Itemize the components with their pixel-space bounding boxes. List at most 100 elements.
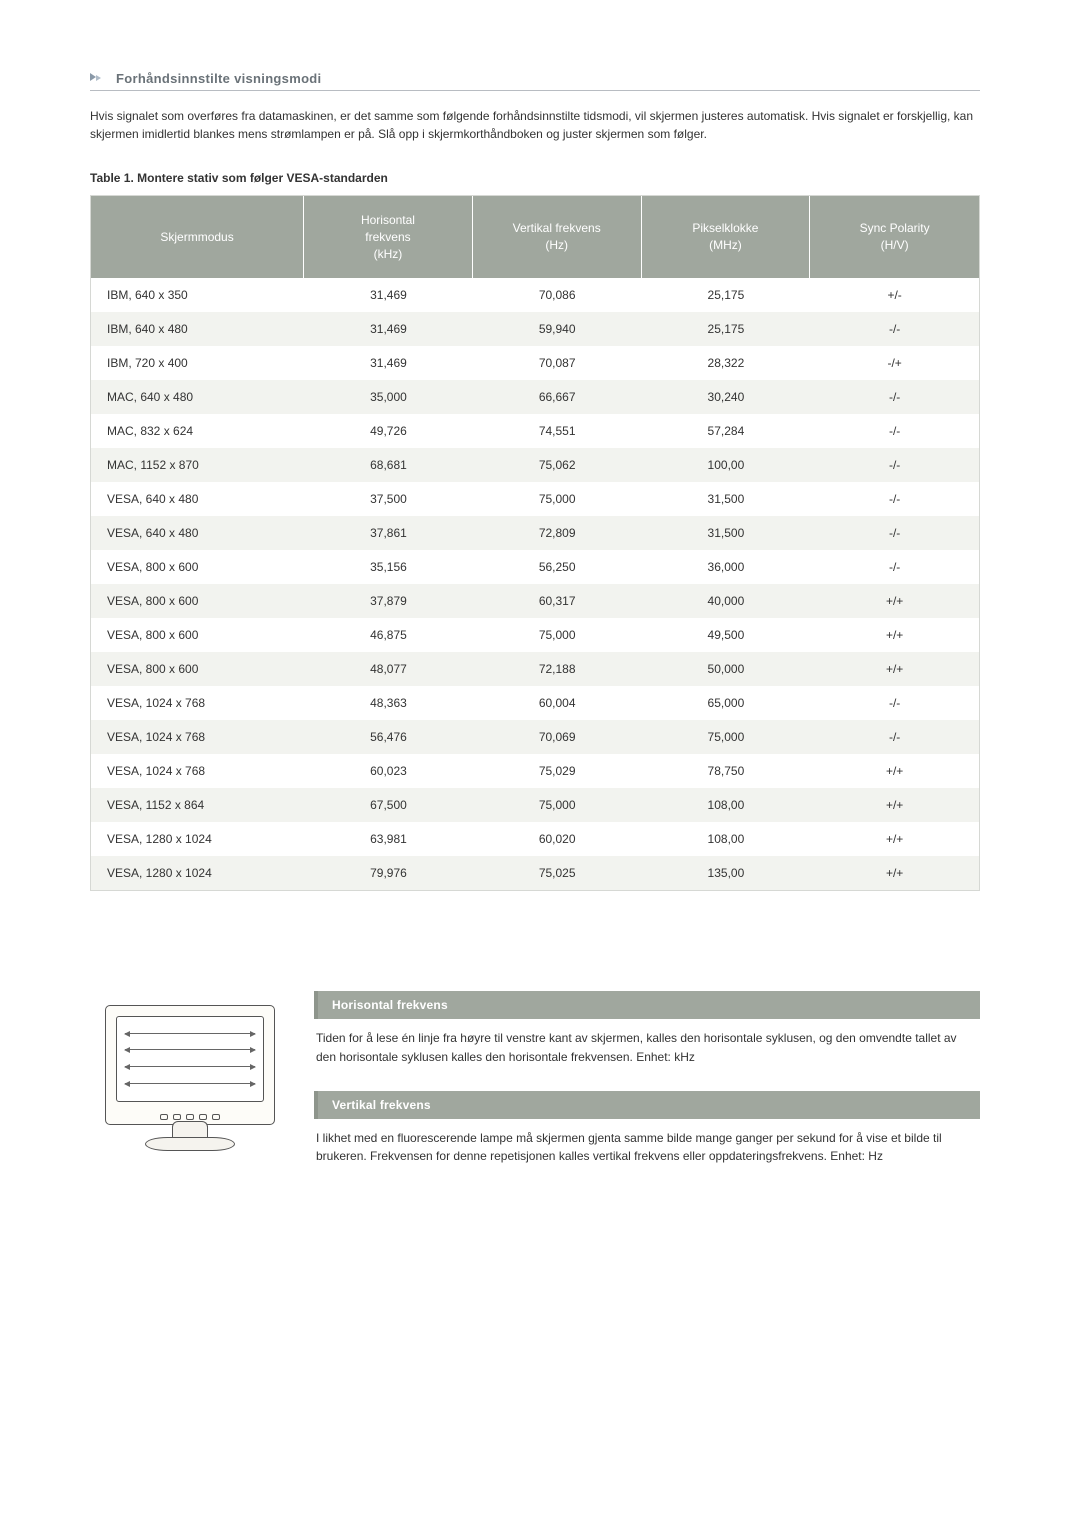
table-cell: 37,500 <box>304 482 473 516</box>
table-cell: VESA, 1024 x 768 <box>91 754 304 788</box>
table-cell: +/+ <box>810 584 979 618</box>
table-cell: +/+ <box>810 788 979 822</box>
table-cell: MAC, 640 x 480 <box>91 380 304 414</box>
double-arrow-icon <box>90 70 106 86</box>
table-cell: 70,069 <box>473 720 642 754</box>
table-cell: VESA, 1024 x 768 <box>91 686 304 720</box>
table-col-header: Vertikal frekvens(Hz) <box>473 196 642 278</box>
table-cell: -/- <box>810 482 979 516</box>
table-cell: 31,469 <box>304 346 473 380</box>
table-caption: Table 1. Montere stativ som følger VESA-… <box>90 171 980 185</box>
table-cell: VESA, 640 x 480 <box>91 482 304 516</box>
table-cell: -/- <box>810 414 979 448</box>
table-cell: 57,284 <box>642 414 811 448</box>
table-col-header: Sync Polarity(H/V) <box>810 196 979 278</box>
definition-header-horizontal: Horisontal frekvens <box>314 991 980 1019</box>
table-cell: 68,681 <box>304 448 473 482</box>
table-cell: 40,000 <box>642 584 811 618</box>
table-cell: -/- <box>810 448 979 482</box>
table-row: VESA, 1152 x 86467,50075,000108,00+/+ <box>91 788 979 822</box>
table-cell: 25,175 <box>642 312 811 346</box>
monitor-body-icon <box>105 1005 275 1125</box>
table-row: MAC, 640 x 48035,00066,66730,240-/- <box>91 380 979 414</box>
table-cell: -/- <box>810 686 979 720</box>
table-row: VESA, 1024 x 76848,36360,00465,000-/- <box>91 686 979 720</box>
table-cell: 100,00 <box>642 448 811 482</box>
definitions-body: Horisontal frekvens Tiden for å lese én … <box>314 991 980 1189</box>
table-cell: VESA, 800 x 600 <box>91 618 304 652</box>
table-cell: 56,250 <box>473 550 642 584</box>
table-cell: 65,000 <box>642 686 811 720</box>
table-cell: +/- <box>810 278 979 312</box>
table-cell: -/- <box>810 550 979 584</box>
table-cell: 66,667 <box>473 380 642 414</box>
table-cell: 78,750 <box>642 754 811 788</box>
monitor-screen-icon <box>116 1016 264 1102</box>
table-cell: 31,469 <box>304 312 473 346</box>
table-cell: +/+ <box>810 822 979 856</box>
table-cell: 75,000 <box>473 788 642 822</box>
definition-header-vertical: Vertikal frekvens <box>314 1091 980 1119</box>
table-cell: 60,023 <box>304 754 473 788</box>
table-cell: 70,086 <box>473 278 642 312</box>
table-row: MAC, 1152 x 87068,68175,062100,00-/- <box>91 448 979 482</box>
intro-paragraph: Hvis signalet som overføres fra datamask… <box>90 107 980 143</box>
table-cell: 74,551 <box>473 414 642 448</box>
table-cell: MAC, 1152 x 870 <box>91 448 304 482</box>
table-cell: 36,000 <box>642 550 811 584</box>
table-cell: 75,062 <box>473 448 642 482</box>
table-cell: VESA, 1152 x 864 <box>91 788 304 822</box>
table-cell: VESA, 1280 x 1024 <box>91 822 304 856</box>
table-cell: VESA, 1024 x 768 <box>91 720 304 754</box>
monitor-illustration <box>90 991 290 1151</box>
table-cell: 48,077 <box>304 652 473 686</box>
table-row: IBM, 720 x 40031,46970,08728,322-/+ <box>91 346 979 380</box>
table-cell: 72,809 <box>473 516 642 550</box>
table-cell: 31,500 <box>642 482 811 516</box>
table-cell: 49,726 <box>304 414 473 448</box>
table-cell: +/+ <box>810 618 979 652</box>
table-cell: 108,00 <box>642 822 811 856</box>
table-cell: +/+ <box>810 652 979 686</box>
table-cell: 35,156 <box>304 550 473 584</box>
table-row: VESA, 800 x 60046,87575,00049,500+/+ <box>91 618 979 652</box>
table-cell: -/- <box>810 312 979 346</box>
table-cell: -/- <box>810 516 979 550</box>
table-cell: IBM, 720 x 400 <box>91 346 304 380</box>
table-cell: 59,940 <box>473 312 642 346</box>
table-row: IBM, 640 x 35031,46970,08625,175+/- <box>91 278 979 312</box>
table-col-header: Horisontalfrekvens(kHz) <box>304 196 473 278</box>
table-cell: 79,976 <box>304 856 473 890</box>
table-cell: 35,000 <box>304 380 473 414</box>
table-cell: 75,000 <box>473 618 642 652</box>
definition-text-horizontal: Tiden for å lese én linje fra høyre til … <box>314 1029 980 1066</box>
table-cell: 75,025 <box>473 856 642 890</box>
table-cell: +/+ <box>810 856 979 890</box>
table-cell: MAC, 832 x 624 <box>91 414 304 448</box>
table-cell: 70,087 <box>473 346 642 380</box>
monitor-controls-icon <box>160 1114 220 1120</box>
table-cell: VESA, 800 x 600 <box>91 584 304 618</box>
table-row: VESA, 640 x 48037,86172,80931,500-/- <box>91 516 979 550</box>
table-cell: IBM, 640 x 480 <box>91 312 304 346</box>
table-cell: 60,317 <box>473 584 642 618</box>
table-cell: 31,500 <box>642 516 811 550</box>
section-title: Forhåndsinnstilte visningsmodi <box>116 71 321 86</box>
monitor-base-icon <box>145 1137 235 1151</box>
table-row: VESA, 1024 x 76856,47670,06975,000-/- <box>91 720 979 754</box>
table-cell: -/- <box>810 720 979 754</box>
table-cell: +/+ <box>810 754 979 788</box>
table-cell: 135,00 <box>642 856 811 890</box>
table-cell: 60,020 <box>473 822 642 856</box>
table-head: SkjermmodusHorisontalfrekvens(kHz)Vertik… <box>91 196 979 278</box>
table-row: IBM, 640 x 48031,46959,94025,175-/- <box>91 312 979 346</box>
table-cell: 49,500 <box>642 618 811 652</box>
table-cell: -/+ <box>810 346 979 380</box>
table-cell: 31,469 <box>304 278 473 312</box>
table-cell: 37,861 <box>304 516 473 550</box>
table-cell: 72,188 <box>473 652 642 686</box>
table-row: VESA, 1280 x 102463,98160,020108,00+/+ <box>91 822 979 856</box>
table-cell: VESA, 800 x 600 <box>91 652 304 686</box>
table-col-header: Skjermmodus <box>91 196 304 278</box>
vesa-timing-table: SkjermmodusHorisontalfrekvens(kHz)Vertik… <box>90 195 980 891</box>
